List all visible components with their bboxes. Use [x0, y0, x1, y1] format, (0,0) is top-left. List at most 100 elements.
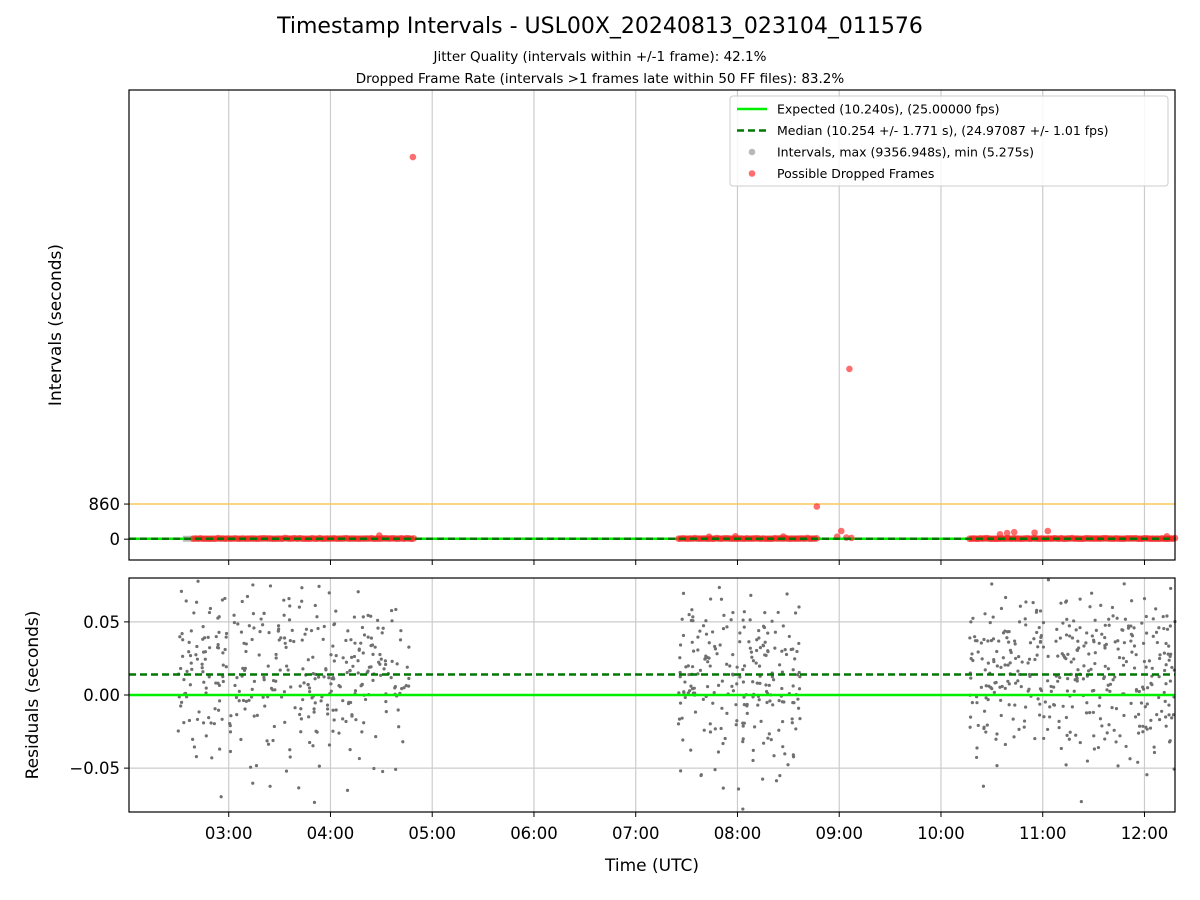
residual-point: [292, 639, 296, 644]
residual-point: [1036, 645, 1040, 649]
dropped-frame-point: [996, 530, 1004, 538]
residual-point: [182, 678, 186, 682]
residual-point: [689, 684, 693, 688]
residual-point: [711, 701, 715, 705]
residual-point: [376, 618, 380, 623]
residual-point: [180, 631, 184, 636]
residual-point: [1121, 656, 1126, 660]
residual-point: [316, 626, 320, 631]
residual-point: [689, 748, 693, 752]
residual-point: [1007, 682, 1011, 686]
residual-point: [405, 665, 409, 669]
residual-point: [207, 675, 211, 679]
dropped-frame-point: [1031, 529, 1038, 536]
residual-point: [314, 729, 318, 733]
residual-point: [1046, 679, 1050, 683]
residual-point: [1098, 717, 1103, 721]
residual-point: [1041, 621, 1046, 625]
residual-point: [798, 675, 802, 679]
residual-point: [763, 611, 767, 615]
residual-point: [321, 637, 325, 641]
residual-point: [791, 701, 795, 705]
residual-point: [731, 673, 735, 677]
residual-point: [379, 657, 383, 661]
residual-point: [313, 701, 317, 705]
residual-point: [1065, 689, 1070, 693]
residual-point: [751, 748, 755, 752]
residual-point: [1056, 679, 1060, 683]
residual-point: [1013, 642, 1017, 646]
residual-point: [793, 611, 798, 615]
residual-point: [322, 624, 326, 629]
residual-point: [748, 618, 752, 622]
residual-point: [1007, 703, 1011, 707]
residual-point: [1168, 624, 1172, 628]
residual-point: [187, 650, 191, 654]
residual-point: [1074, 628, 1078, 632]
residual-point: [207, 716, 211, 720]
residual-point: [235, 676, 239, 680]
residual-point: [704, 654, 708, 658]
residual-point: [781, 719, 785, 724]
residual-point: [1074, 733, 1078, 737]
residual-point: [266, 664, 270, 668]
residual-point: [991, 615, 995, 619]
residual-point: [762, 625, 767, 630]
residual-point: [1007, 640, 1011, 644]
residual-point: [678, 656, 682, 660]
residual-point: [285, 664, 289, 668]
residual-point: [984, 730, 988, 734]
residual-point: [1139, 701, 1144, 705]
residual-point: [316, 675, 321, 679]
residual-point: [346, 629, 350, 633]
residual-point: [1048, 705, 1052, 709]
residual-point: [332, 718, 336, 722]
residual-point: [1061, 621, 1065, 625]
y-tick-label: 0: [110, 530, 121, 549]
residual-point: [376, 626, 380, 630]
residual-point: [731, 689, 736, 693]
residual-point: [1132, 666, 1137, 670]
residual-point: [1020, 660, 1024, 664]
residual-point: [407, 645, 411, 649]
residual-point: [789, 647, 793, 652]
residual-point: [245, 594, 250, 599]
residual-point: [1061, 704, 1065, 708]
residual-point: [708, 730, 713, 734]
residual-point: [780, 649, 784, 653]
residual-point: [1103, 646, 1107, 650]
residual-point: [1105, 731, 1109, 735]
residual-point: [1038, 609, 1043, 613]
residual-point: [984, 696, 988, 700]
residual-point: [202, 680, 206, 684]
residual-point: [202, 636, 207, 640]
residual-point: [1168, 679, 1173, 683]
intervals-panel: 0 860 Intervals (seconds) Expected (10.240s…: [46, 89, 1179, 565]
residual-point: [1169, 652, 1173, 656]
residual-point: [999, 713, 1003, 718]
residual-point: [1035, 653, 1039, 657]
residual-point: [182, 721, 186, 725]
residual-point: [279, 636, 283, 640]
residual-point: [708, 722, 712, 726]
residual-point: [310, 696, 314, 700]
residual-point: [191, 737, 195, 741]
residual-point: [234, 695, 239, 700]
residual-point: [995, 649, 999, 654]
residual-point: [1163, 699, 1167, 703]
residual-point: [1013, 681, 1018, 685]
residual-point: [179, 666, 183, 671]
residual-point: [784, 652, 789, 657]
residual-point: [713, 644, 717, 649]
residual-point: [1100, 632, 1104, 636]
residual-point: [179, 700, 184, 704]
residual-point: [369, 636, 374, 640]
residual-point: [731, 610, 735, 615]
residual-point: [209, 721, 213, 725]
residual-point: [728, 664, 732, 668]
residual-point: [366, 635, 370, 639]
residual-point: [194, 755, 199, 759]
residual-point: [187, 640, 191, 644]
residual-point: [188, 683, 192, 687]
residual-point: [1103, 664, 1107, 668]
